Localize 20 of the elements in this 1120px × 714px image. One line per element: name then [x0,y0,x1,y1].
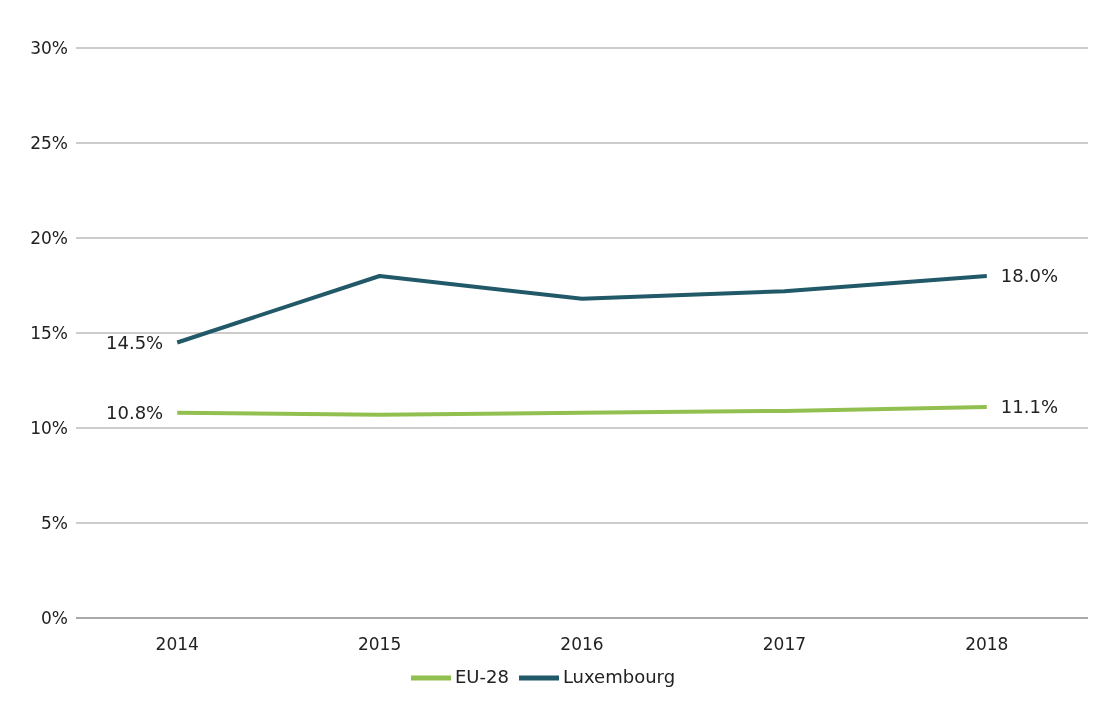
line-series [175,405,989,417]
x-tick-label: 2016 [560,634,604,655]
y-tick-label: 15% [30,323,68,344]
data-label: 18.0% [1000,265,1058,286]
data-label: 10.8% [106,401,164,423]
legend-label: Luxembourg [562,666,676,687]
y-tick-label: 25% [30,133,68,154]
legend-label: EU-28 [454,666,509,687]
y-tick-label: 5% [41,513,68,534]
data-label: 14.5% [106,331,164,353]
x-tick-label: 2015 [357,634,402,655]
x-tick-label: 2017 [762,634,807,655]
y-tick-label: 20% [30,228,68,249]
y-tick-label: 30% [30,38,68,59]
x-tick-label: 2014 [155,634,199,655]
x-tick-label: 2018 [965,634,1009,655]
line-series [175,274,989,345]
data-label: 11.1% [1000,396,1058,418]
y-tick-label: 0% [41,608,68,629]
y-tick-label: 10% [30,418,68,439]
